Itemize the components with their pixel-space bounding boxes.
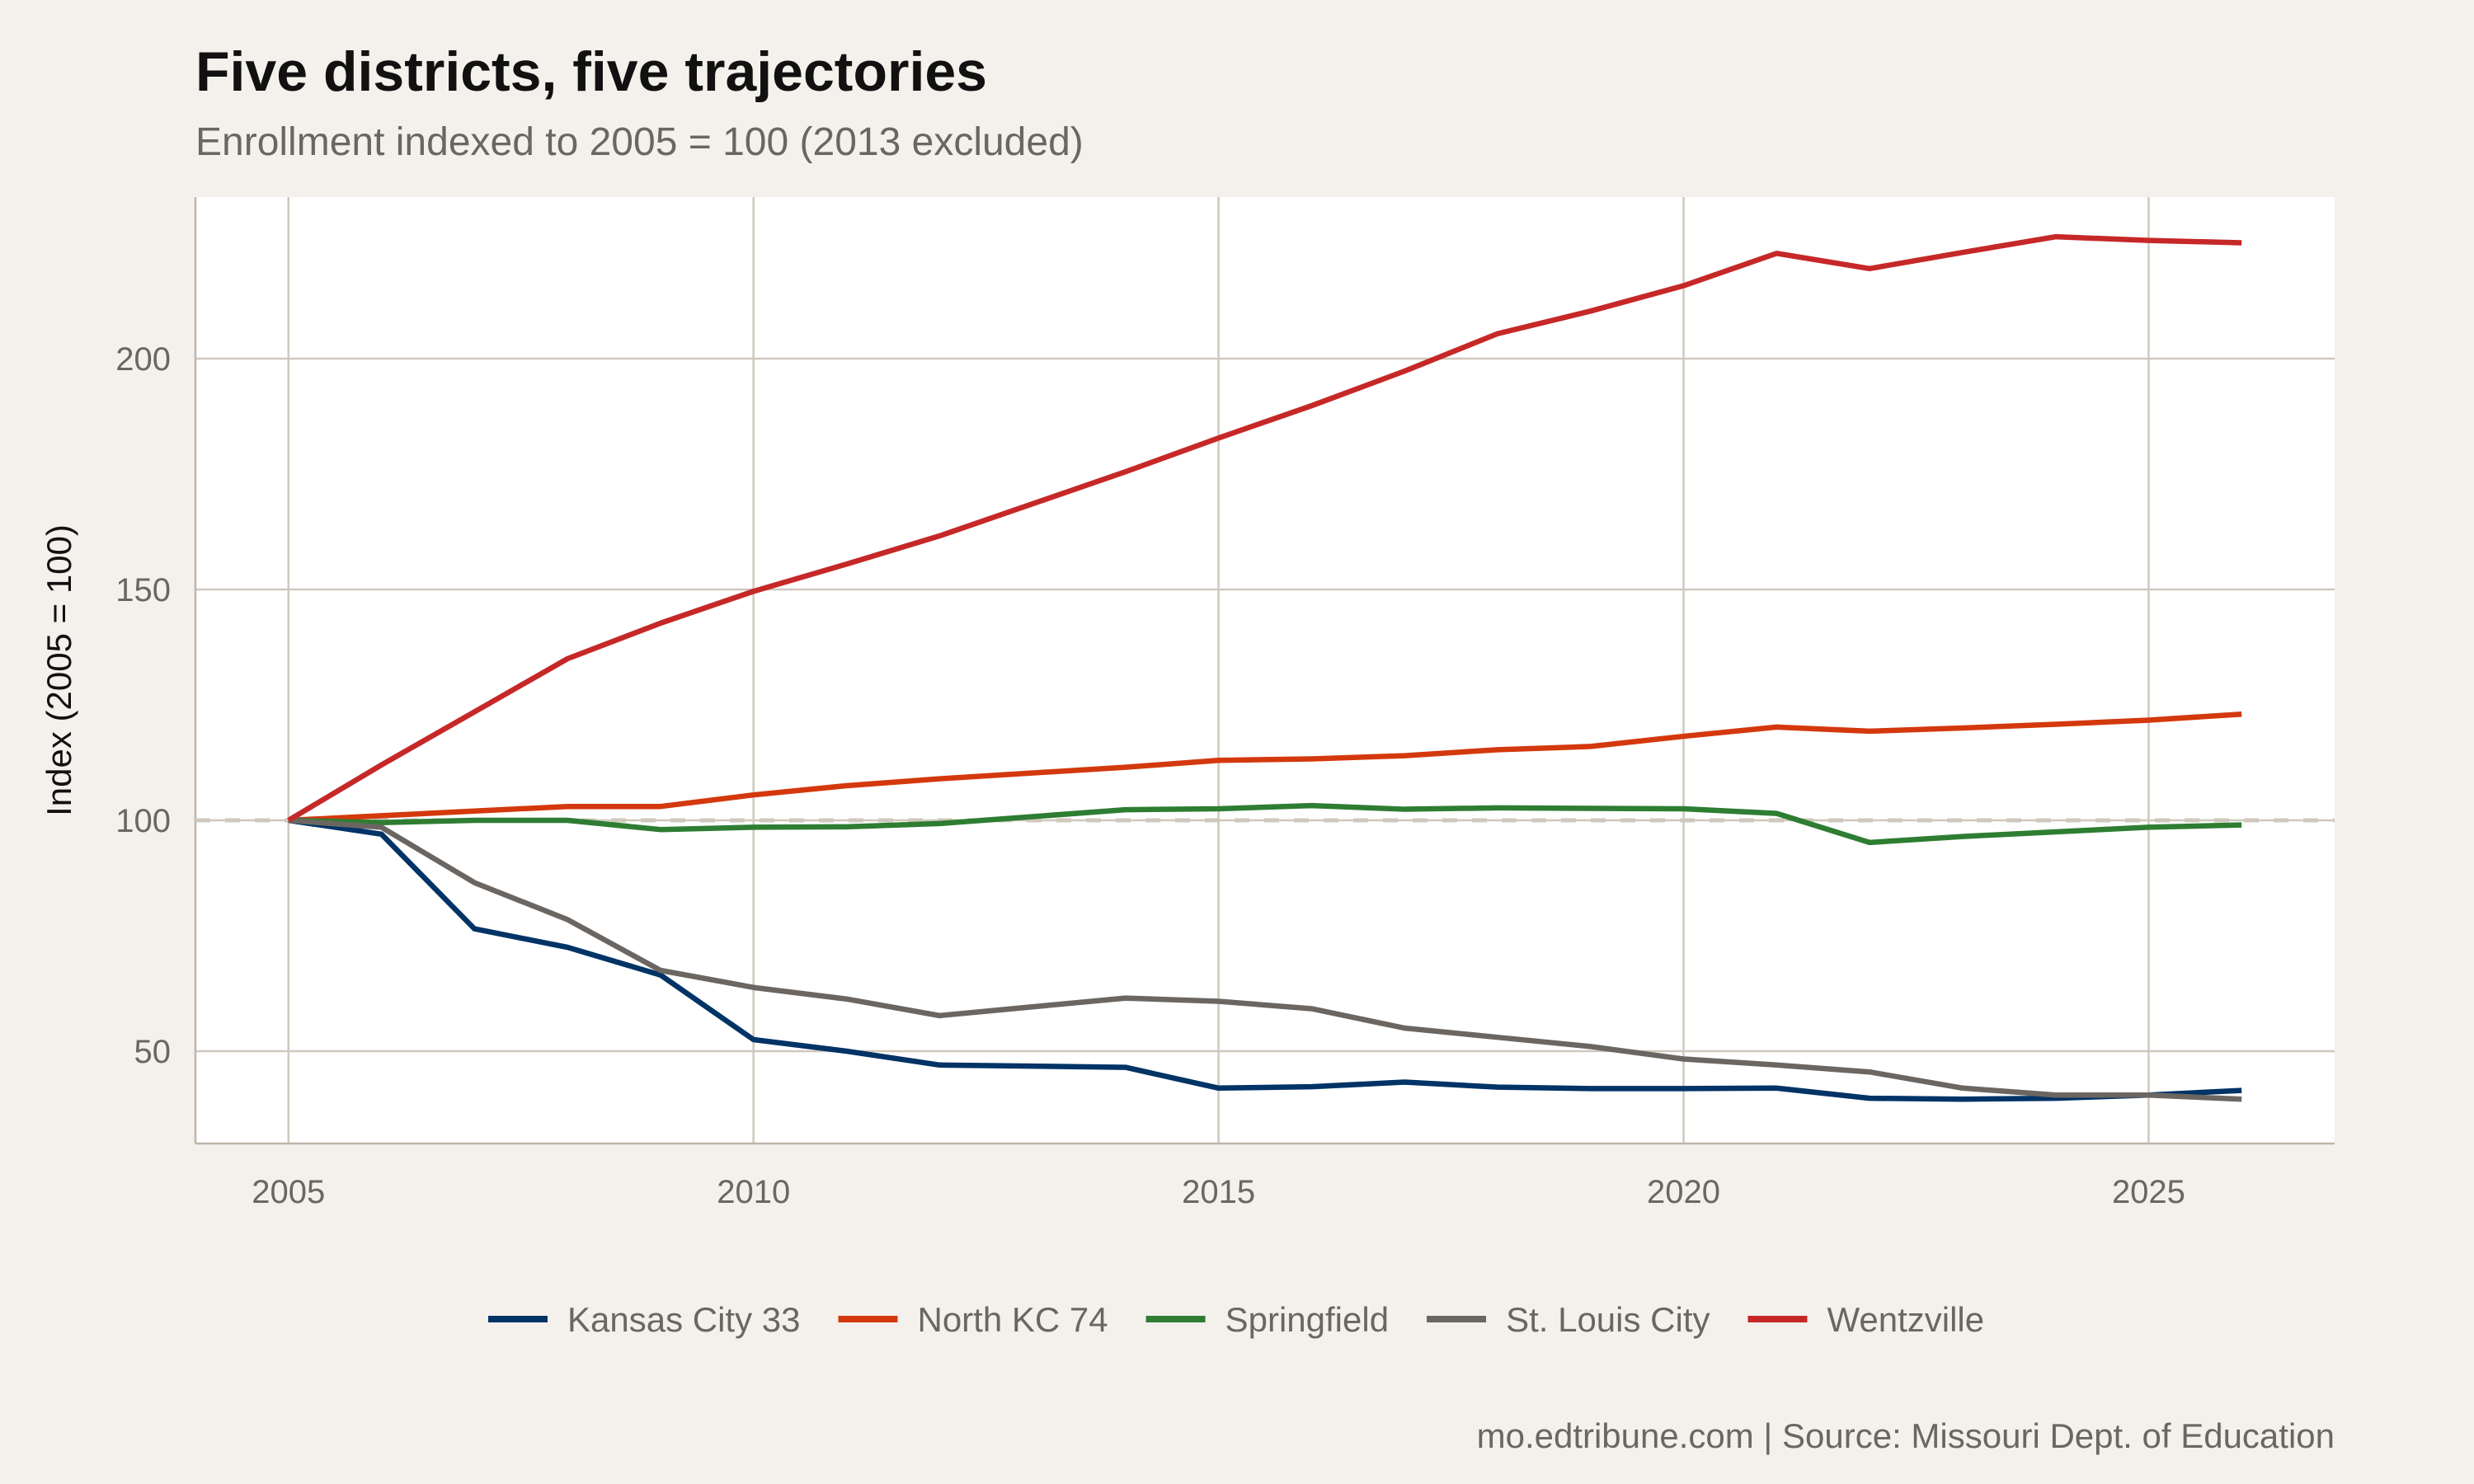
series-lines [287, 233, 2242, 1102]
x-tick-label: 2025 [2112, 1174, 2185, 1210]
series-line-st-louis-city [288, 817, 2242, 1102]
y-tick-label: 150 [115, 572, 171, 608]
legend-label: Springfield [1225, 1300, 1389, 1339]
chart-caption: mo.edtribune.com | Source: Missouri Dept… [1477, 1416, 2335, 1455]
x-tick-label: 2015 [1182, 1174, 1255, 1210]
legend-label: St. Louis City [1506, 1300, 1710, 1339]
axes [194, 197, 2335, 1145]
chart-subtitle: Enrollment indexed to 2005 = 100 (2013 e… [195, 120, 1084, 164]
legend-label: North KC 74 [917, 1300, 1108, 1339]
y-tick-label: 100 [115, 803, 171, 839]
x-tick-label: 2020 [1647, 1174, 1720, 1210]
chart-title: Five districts, five trajectories [195, 40, 987, 103]
y-tick-label: 50 [134, 1034, 172, 1070]
x-tick-label: 2010 [717, 1174, 790, 1210]
y-axis-label: Index (2005 = 100) [40, 524, 78, 816]
legend: Kansas City 33 North KC 74 Springfield St. … [488, 1300, 1984, 1339]
x-tick-label: 2005 [252, 1174, 325, 1210]
series-line-north-kc-74 [288, 711, 2242, 824]
legend-label: Kansas City 33 [567, 1300, 800, 1339]
legend-label: Wentzville [1827, 1300, 1985, 1339]
y-tick-label: 200 [115, 341, 171, 378]
tick-labels: 2005 2010 2015 2020 2025 50 100 150 200 [115, 341, 2185, 1210]
series-line-wentzville [287, 233, 2242, 823]
series-line-kansas-city-33 [288, 817, 2242, 1102]
plot-panel [195, 197, 2335, 1144]
series-line-springfield [288, 802, 2242, 846]
